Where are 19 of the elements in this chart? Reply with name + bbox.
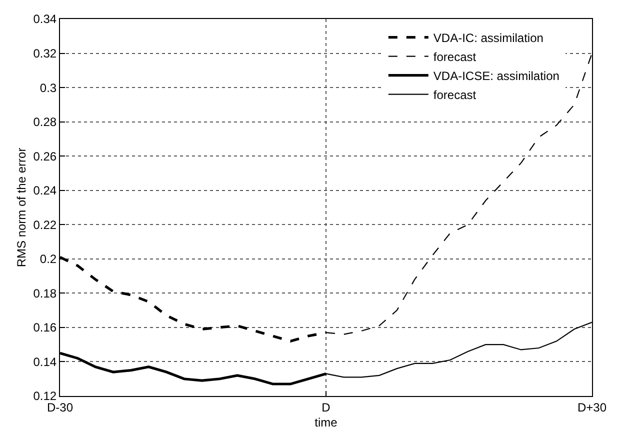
x-axis-title: time	[314, 415, 338, 430]
y-tick-label: 0.28	[33, 115, 57, 130]
x-tick-label: D	[322, 400, 331, 414]
legend-label: VDA-ICSE: assimilation	[433, 68, 560, 83]
y-axis-title: RMS norm of the error	[14, 148, 29, 268]
y-tick-label: 0.32	[33, 46, 57, 60]
y-tick-label: 0.22	[33, 218, 57, 232]
y-tick-label: 0.14	[33, 354, 57, 369]
y-tick-label: 0.24	[33, 184, 57, 198]
y-tick-label: 0.3	[40, 80, 57, 95]
y-tick-label: 0.16	[33, 320, 57, 335]
legend-label: forecast	[433, 88, 477, 102]
y-tick-label: 0.26	[33, 149, 57, 164]
x-tick-label: D+30	[577, 400, 607, 414]
legend-label: VDA-IC: assimilation	[433, 30, 544, 45]
legend-label: forecast	[433, 50, 477, 64]
y-tick-label: 0.34	[33, 12, 57, 26]
y-tick-label: 0.18	[33, 286, 57, 300]
y-tick-label: 0.2	[40, 252, 57, 266]
